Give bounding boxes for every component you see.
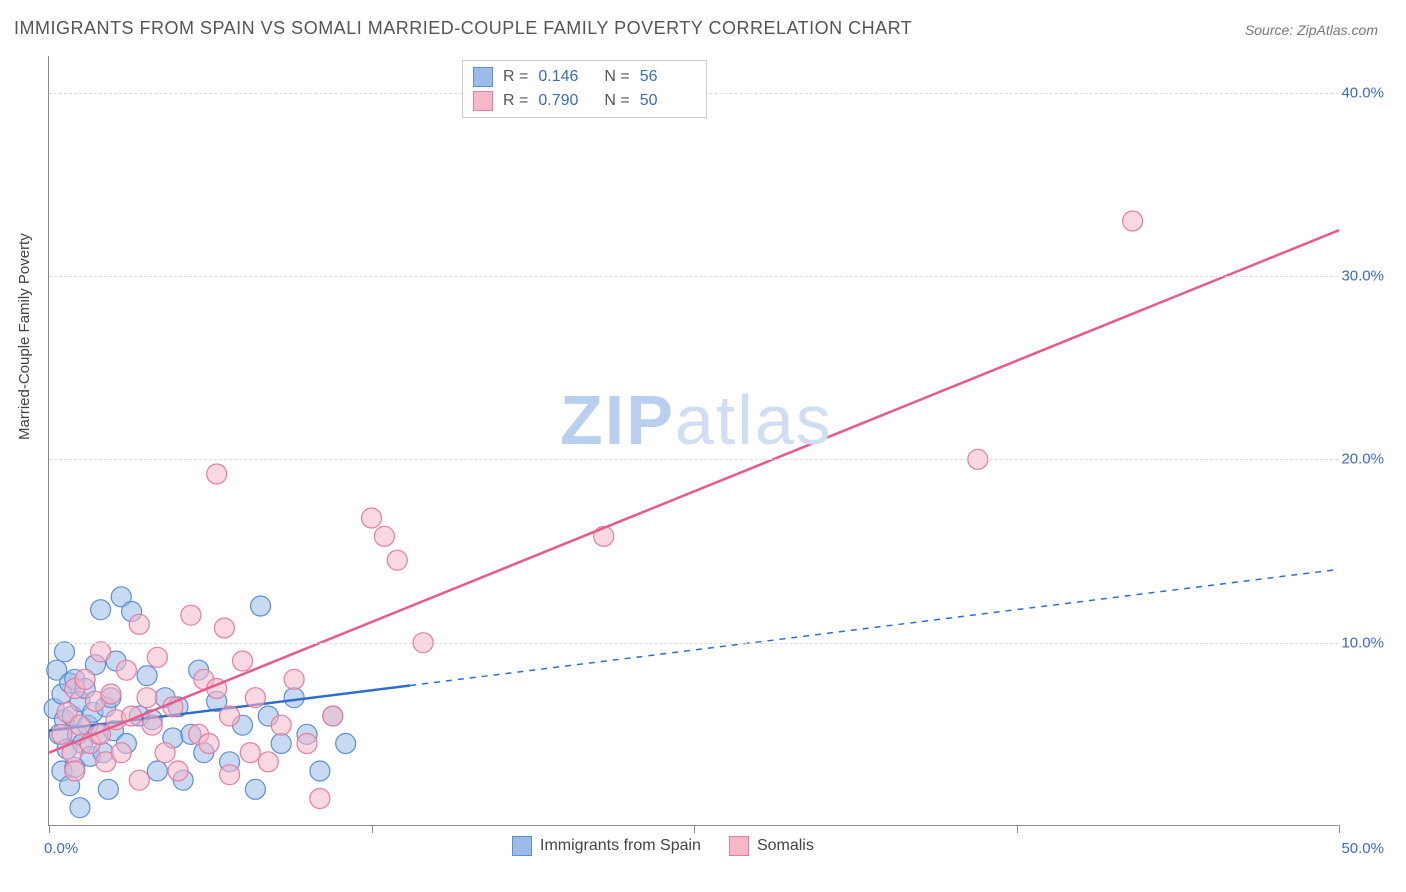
data-point (245, 779, 265, 799)
data-point (147, 647, 167, 667)
legend-swatch (512, 836, 532, 856)
x-tick (49, 825, 50, 833)
n-value: 50 (640, 89, 696, 113)
data-point (168, 761, 188, 781)
x-tick (372, 825, 373, 833)
chart-title: IMMIGRANTS FROM SPAIN VS SOMALI MARRIED-… (14, 18, 912, 39)
legend-correlation-row: R = 0.790 N = 50 (473, 89, 696, 113)
data-point (245, 688, 265, 708)
legend-series-item: Somalis (729, 836, 814, 856)
n-label: N = (604, 89, 629, 113)
data-point (75, 669, 95, 689)
data-point (207, 464, 227, 484)
gridline (49, 459, 1338, 460)
x-tick-label: 50.0% (1341, 840, 1384, 857)
data-point (101, 684, 121, 704)
trend-line (49, 230, 1339, 753)
data-point (70, 798, 90, 818)
data-point (70, 715, 90, 735)
legend-series-label: Immigrants from Spain (540, 837, 701, 855)
x-tick (1017, 825, 1018, 833)
n-label: N = (604, 65, 629, 89)
data-point (91, 642, 111, 662)
r-label: R = (503, 65, 528, 89)
data-point (240, 743, 260, 763)
data-point (251, 596, 271, 616)
data-point (362, 508, 382, 528)
x-tick (694, 825, 695, 833)
legend-series-item: Immigrants from Spain (512, 836, 701, 856)
data-point (1123, 211, 1143, 231)
data-point (155, 743, 175, 763)
gridline (49, 643, 1338, 644)
data-point (310, 761, 330, 781)
n-value: 56 (640, 65, 696, 89)
legend-swatch (473, 91, 493, 111)
x-tick (1339, 825, 1340, 833)
series-legend: Immigrants from Spain Somalis (512, 836, 814, 856)
data-point (147, 761, 167, 781)
trend-line-extrapolated (410, 569, 1339, 685)
data-point (129, 614, 149, 634)
data-point (181, 605, 201, 625)
data-point (91, 600, 111, 620)
scatter-plot-svg (49, 56, 1338, 825)
data-point (220, 765, 240, 785)
plot-area (48, 56, 1338, 826)
data-point (214, 618, 234, 638)
legend-series-label: Somalis (757, 837, 814, 855)
y-tick-label: 40.0% (1341, 84, 1384, 101)
y-tick-label: 30.0% (1341, 268, 1384, 285)
data-point (65, 761, 85, 781)
data-point (271, 715, 291, 735)
data-point (233, 651, 253, 671)
data-point (220, 706, 240, 726)
data-point (111, 743, 131, 763)
data-point (129, 770, 149, 790)
data-point (52, 724, 72, 744)
x-tick-label: 0.0% (44, 840, 78, 857)
y-tick-label: 20.0% (1341, 451, 1384, 468)
data-point (323, 706, 343, 726)
source-attribution: Source: ZipAtlas.com (1245, 22, 1378, 38)
legend-correlation-row: R = 0.146 N = 56 (473, 65, 696, 89)
data-point (336, 734, 356, 754)
y-axis-label: Married-Couple Family Poverty (16, 233, 33, 440)
data-point (387, 550, 407, 570)
data-point (142, 715, 162, 735)
data-point (374, 526, 394, 546)
data-point (297, 734, 317, 754)
data-point (271, 734, 291, 754)
data-point (284, 669, 304, 689)
r-value: 0.790 (538, 89, 594, 113)
data-point (98, 779, 118, 799)
data-point (137, 666, 157, 686)
legend-swatch (473, 67, 493, 87)
gridline (49, 276, 1338, 277)
data-point (258, 752, 278, 772)
data-point (199, 734, 219, 754)
data-point (116, 660, 136, 680)
data-point (284, 688, 304, 708)
r-value: 0.146 (538, 65, 594, 89)
data-point (310, 789, 330, 809)
data-point (54, 642, 74, 662)
legend-swatch (729, 836, 749, 856)
correlation-legend: R = 0.146 N = 56 R = 0.790 N = 50 (462, 60, 707, 118)
y-tick-label: 10.0% (1341, 634, 1384, 651)
r-label: R = (503, 89, 528, 113)
data-point (137, 688, 157, 708)
